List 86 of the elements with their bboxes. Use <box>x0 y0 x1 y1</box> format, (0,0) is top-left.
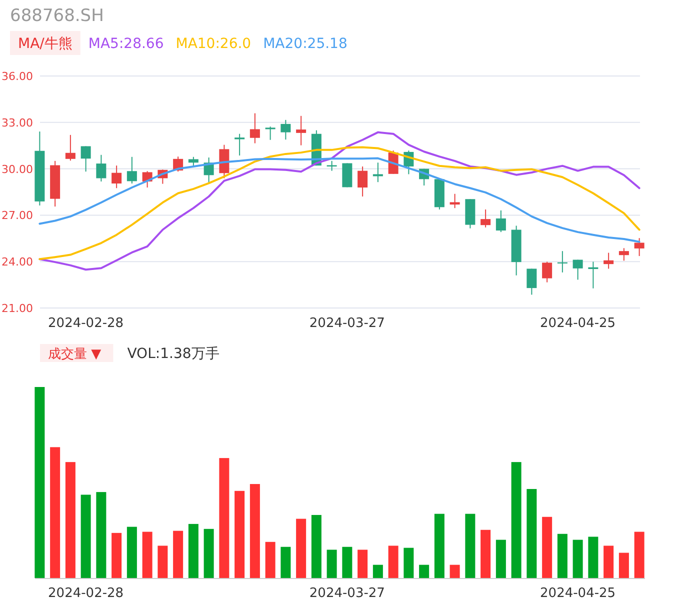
candlestick <box>342 162 352 188</box>
y-tick-label: 24.00 <box>2 256 33 269</box>
bar <box>112 532 122 578</box>
bar <box>65 462 76 578</box>
bar <box>188 524 198 578</box>
bar <box>434 514 444 578</box>
bar <box>450 564 460 578</box>
candlestick <box>526 268 537 296</box>
chart-title: 688768.SH <box>10 6 104 26</box>
bar <box>342 546 352 578</box>
candlestick <box>604 252 614 270</box>
bar <box>142 532 152 578</box>
bar <box>419 564 430 578</box>
bar <box>80 494 91 578</box>
bar <box>250 484 260 578</box>
y-tick-label: 33.00 <box>2 116 33 130</box>
bar <box>511 462 522 578</box>
bar <box>280 546 291 578</box>
bar <box>234 490 245 578</box>
candlestick <box>372 162 383 183</box>
candlestick <box>65 134 76 162</box>
bar <box>465 514 476 578</box>
y-tick-label: 21.00 <box>2 302 33 315</box>
candlestick <box>496 210 506 233</box>
candlestick <box>126 156 137 184</box>
candlestick <box>112 165 122 189</box>
candlestick <box>234 133 245 156</box>
bar <box>358 550 368 578</box>
x-tick-label: 2024-02-28 <box>48 586 124 601</box>
bar <box>126 526 137 578</box>
candlestick <box>250 112 260 144</box>
text: MA/牛熊 <box>18 36 72 52</box>
bar <box>388 546 398 578</box>
candlestick <box>265 126 276 140</box>
x-tick-label: 2024-03-27 <box>309 586 385 601</box>
candlestick <box>326 160 337 172</box>
candlestick <box>296 115 306 146</box>
candlestick <box>358 166 368 197</box>
bar <box>572 540 583 578</box>
bar <box>326 550 337 578</box>
candlestick <box>80 146 91 172</box>
y-tick-label: 30.00 <box>2 162 33 176</box>
bar <box>96 492 106 578</box>
text: MA5:28.66 <box>88 36 164 52</box>
bar <box>604 546 614 578</box>
x-tick-label: 2024-03-27 <box>309 316 385 331</box>
bar <box>634 532 644 578</box>
bar <box>372 564 383 578</box>
bar <box>404 548 414 578</box>
bar <box>158 546 168 578</box>
candlestick <box>618 248 629 262</box>
line-series <box>38 131 640 271</box>
text: MA10:26.0 <box>176 36 252 52</box>
x-tick-label: 2024-04-25 <box>540 316 616 331</box>
bar <box>588 536 598 578</box>
bar <box>265 542 276 578</box>
candlestick <box>280 119 291 140</box>
bar <box>480 530 491 578</box>
x-tick-label: 2024-04-25 <box>540 586 616 601</box>
bar <box>204 528 214 578</box>
candlestick <box>542 261 552 283</box>
candlestick <box>219 144 230 179</box>
candlestick <box>557 250 568 273</box>
y-tick-label: 36.00 <box>2 70 33 83</box>
y-tick-label: 27.00 <box>2 209 33 222</box>
x-tick-label: 2024-02-28 <box>48 316 124 331</box>
bar <box>173 530 184 578</box>
bar <box>557 534 568 578</box>
text: 成交量 ▼ <box>48 346 102 362</box>
bar <box>34 387 45 578</box>
bar <box>496 540 506 578</box>
bar <box>311 514 322 578</box>
line-series <box>38 146 640 260</box>
candlestick <box>96 154 106 182</box>
bar <box>542 516 552 578</box>
text: VOL:1.38万手 <box>127 346 220 362</box>
candlestick <box>572 259 583 280</box>
candlestick <box>450 193 460 209</box>
candlestick <box>480 208 491 228</box>
bar <box>296 518 306 578</box>
bar <box>219 458 230 578</box>
bar <box>618 552 629 578</box>
bar <box>526 488 537 578</box>
text: MA20:25.18 <box>263 36 348 52</box>
bar <box>50 447 60 578</box>
candlestick <box>634 238 644 257</box>
